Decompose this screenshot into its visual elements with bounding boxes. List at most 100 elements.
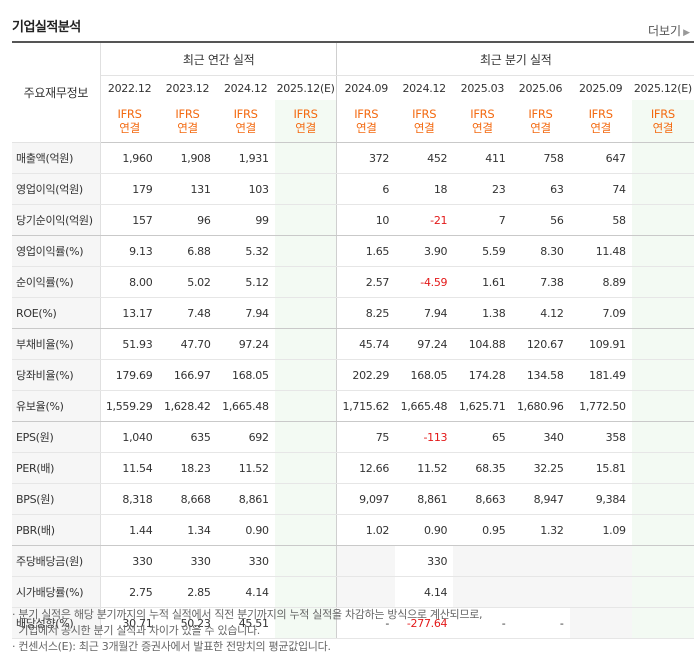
value-cell: 18: [395, 173, 454, 205]
value-cell: 109.91: [569, 328, 632, 360]
value-cell: 63: [511, 173, 570, 205]
value-cell: 1,680.96: [511, 390, 570, 422]
value-cell: 168.05: [395, 359, 454, 391]
value-cell: 1.65: [336, 235, 396, 267]
table-row: 영업이익(억원) 179 131 103 6 18 23 63 74: [12, 173, 694, 205]
value-cell: 2.75: [100, 576, 159, 608]
row-label: 당좌비율(%): [12, 359, 101, 391]
footnotes: · 분기 실적은 해당 분기까지의 누적 실적에서 직전 분기까지의 누적 실적…: [12, 607, 483, 655]
value-cell: -: [336, 607, 396, 639]
value-cell: 166.97: [158, 359, 217, 391]
value-cell: [631, 328, 694, 360]
value-cell: 340: [511, 421, 570, 453]
value-cell: 5.02: [158, 266, 217, 298]
value-cell: 1,908: [158, 142, 217, 174]
value-cell: 0.90: [216, 514, 275, 546]
basis-scope: 연결: [530, 121, 551, 135]
value-cell: 50.23: [158, 607, 217, 639]
value-cell: 1,665.48: [395, 390, 454, 422]
value-cell: -: [511, 607, 570, 639]
value-cell: 11.52: [216, 452, 275, 484]
value-cell: [274, 514, 337, 546]
period-header: 2023.12: [158, 75, 217, 100]
value-cell: 9,384: [569, 483, 632, 515]
value-cell: 8,947: [511, 483, 570, 515]
value-cell: 1,772.50: [569, 390, 632, 422]
value-cell: [336, 576, 396, 608]
value-cell: [274, 173, 337, 205]
value-cell: 692: [216, 421, 275, 453]
table-row: 당기순이익(억원) 157 96 99 10 -21 7 56 58: [12, 204, 694, 236]
value-cell: 103: [216, 173, 275, 205]
financial-table: 주요재무정보 최근 연간 실적 최근 분기 실적 2022.12 2023.12 2…: [12, 41, 694, 639]
value-cell: 7.94: [216, 297, 275, 329]
basis-header: IFRS 연결: [336, 100, 396, 143]
basis-standard: IFRS: [412, 107, 437, 121]
value-cell: 8,663: [453, 483, 512, 515]
value-cell: [274, 235, 337, 267]
basis-standard: IFRS: [293, 107, 318, 121]
value-cell: 1,715.62: [336, 390, 396, 422]
value-cell: 4.12: [511, 297, 570, 329]
value-cell: 23: [453, 173, 512, 205]
value-cell: 15.81: [569, 452, 632, 484]
value-cell: 168.05: [216, 359, 275, 391]
period-header: 2025.09: [569, 75, 632, 100]
value-cell: [631, 297, 694, 329]
value-cell: 411: [453, 142, 512, 174]
value-cell: 104.88: [453, 328, 512, 360]
value-cell: [274, 142, 337, 174]
value-cell: [511, 576, 570, 608]
value-cell: 96: [158, 204, 217, 236]
basis-scope: 연결: [355, 121, 377, 135]
annual-header: 최근 연간 실적: [100, 41, 337, 76]
value-cell: 1.09: [569, 514, 632, 546]
value-cell: 1,665.48: [216, 390, 275, 422]
row-label: 부채비율(%): [12, 328, 101, 360]
value-cell: 58: [569, 204, 632, 236]
value-cell: [631, 359, 694, 391]
value-cell: [631, 576, 694, 608]
basis-standard: IFRS: [233, 107, 258, 121]
period-header: 2025.03: [453, 75, 512, 100]
basis-header: IFRS 연결: [511, 100, 570, 143]
value-cell: 45.51: [216, 607, 275, 639]
value-cell: 372: [336, 142, 396, 174]
value-cell: 11.48: [569, 235, 632, 267]
value-cell: [274, 390, 337, 422]
value-cell: [631, 421, 694, 453]
row-label: ROE(%): [12, 297, 101, 329]
value-cell: [274, 607, 337, 639]
period-header: 2025.12(E): [274, 75, 337, 100]
value-cell: 7: [453, 204, 512, 236]
value-cell: 8.00: [100, 266, 159, 298]
row-label: 영업이익률(%): [12, 235, 101, 267]
table-row: PBR(배) 1.44 1.34 0.90 1.02 0.90 0.95 1.32 1.09: [12, 514, 694, 546]
value-cell: 7.09: [569, 297, 632, 329]
footnote-2: 기업에서 공시한 분기 실적과 차이가 있을 수 있습니다.: [12, 624, 261, 637]
row-label: 유보율(%): [12, 390, 101, 422]
value-cell: 7.94: [395, 297, 454, 329]
period-header: 2024.12: [395, 75, 454, 100]
table-row: 매출액(억원) 1,960 1,908 1,931 372 452 411 758 647: [12, 142, 694, 174]
value-cell: 1.44: [100, 514, 159, 546]
value-cell: [274, 452, 337, 484]
value-cell: 0.95: [453, 514, 512, 546]
value-cell: 635: [158, 421, 217, 453]
value-cell: [569, 545, 632, 577]
basis-header: IFRS 연결: [100, 100, 159, 143]
chevron-right-icon: ▶: [683, 28, 690, 38]
basis-scope: 연결: [413, 121, 435, 135]
value-cell: 99: [216, 204, 275, 236]
more-link[interactable]: 더보기 ▶: [648, 22, 690, 39]
period-header: 2025.12(E): [631, 75, 694, 100]
row-label: 순이익률(%): [12, 266, 101, 298]
basis-scope: 연결: [119, 121, 140, 135]
more-label: 더보기: [647, 24, 682, 38]
value-cell: 18.23: [158, 452, 217, 484]
value-cell: [569, 576, 632, 608]
table-row: ROE(%) 13.17 7.48 7.94 8.25 7.94 1.38 4.12 7.09: [12, 297, 694, 329]
table-row: BPS(원) 8,318 8,668 8,861 9,097 8,861 8,663 8,94…: [12, 483, 694, 515]
value-cell: 452: [395, 142, 454, 174]
row-label: 배당성향(%): [12, 607, 101, 639]
